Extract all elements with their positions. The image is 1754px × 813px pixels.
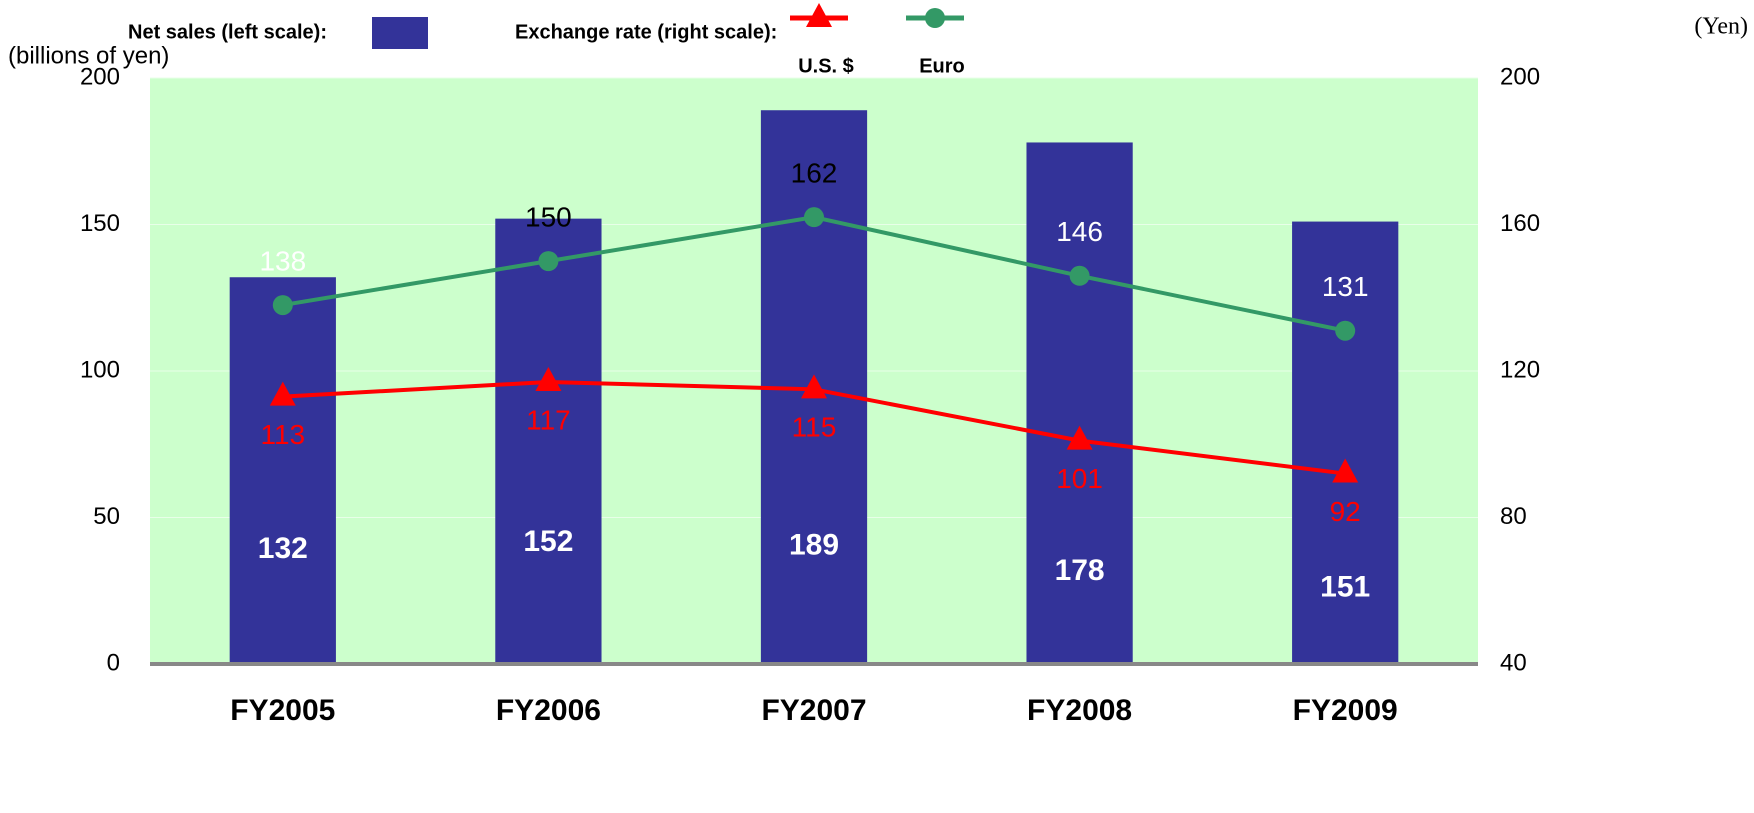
- line-marker: [272, 295, 293, 316]
- line-value-label: 146: [1056, 216, 1103, 247]
- line-marker: [801, 374, 827, 399]
- bar-value-label: 152: [523, 525, 573, 558]
- line-value-label: 92: [1330, 496, 1361, 527]
- y-tick-label: 200: [80, 63, 120, 90]
- line-marker: [1335, 320, 1356, 341]
- line-value-label: 117: [526, 404, 571, 435]
- bar-value-label: 178: [1055, 554, 1105, 587]
- legend-marker: [806, 3, 832, 27]
- line-value-label: 162: [791, 158, 838, 189]
- legend-heading: Exchange rate (right scale):: [515, 21, 777, 43]
- line-marker: [804, 207, 824, 228]
- y2-tick-label: 120: [1500, 356, 1540, 383]
- line-value-label: 101: [1056, 463, 1103, 494]
- line-marker: [1069, 265, 1090, 286]
- x-tick-label: FY2007: [761, 694, 866, 727]
- x-tick-label: FY2006: [496, 694, 601, 727]
- y-tick-label: 150: [80, 210, 120, 237]
- x-tick-label: FY2008: [1027, 694, 1132, 727]
- y2-tick-label: 40: [1500, 649, 1527, 676]
- bar-value-label: 189: [789, 529, 839, 562]
- y-tick-label: 0: [107, 649, 120, 676]
- y-tick-label: 50: [93, 503, 120, 530]
- bar: [1292, 221, 1399, 664]
- y2-tick-label: 80: [1500, 503, 1527, 530]
- bar-value-label: 132: [258, 532, 308, 565]
- line-value-label: 113: [260, 419, 305, 450]
- line-value-label: 115: [792, 412, 837, 443]
- y-axis-label: (billions of yen): [8, 42, 169, 69]
- line-marker: [1332, 458, 1359, 483]
- line-value-label: 131: [1322, 271, 1369, 302]
- line-marker: [538, 251, 559, 272]
- x-tick-label: FY2009: [1293, 694, 1398, 727]
- bar: [1026, 142, 1133, 664]
- y2-tick-label: 200: [1500, 63, 1540, 90]
- y-tick-label: 100: [80, 356, 120, 383]
- line-value-label: 150: [525, 202, 572, 233]
- bar: [495, 218, 602, 664]
- y2-tick-label: 160: [1500, 210, 1540, 237]
- legend-label: U.S. $: [798, 55, 854, 77]
- line-marker: [1066, 425, 1093, 450]
- legend-marker: [925, 8, 945, 28]
- bar: [229, 277, 336, 664]
- legend-swatch: [372, 17, 428, 49]
- legend-label: Net sales (left scale):: [128, 21, 327, 43]
- x-tick-label: FY2005: [230, 694, 335, 727]
- line-marker: [269, 381, 296, 406]
- line-marker: [535, 366, 562, 391]
- legend-label: Euro: [919, 55, 965, 77]
- y2-axis-label: (Yen): [1694, 14, 1748, 40]
- line-value-label: 138: [259, 245, 306, 276]
- bar-value-label: 151: [1320, 571, 1370, 604]
